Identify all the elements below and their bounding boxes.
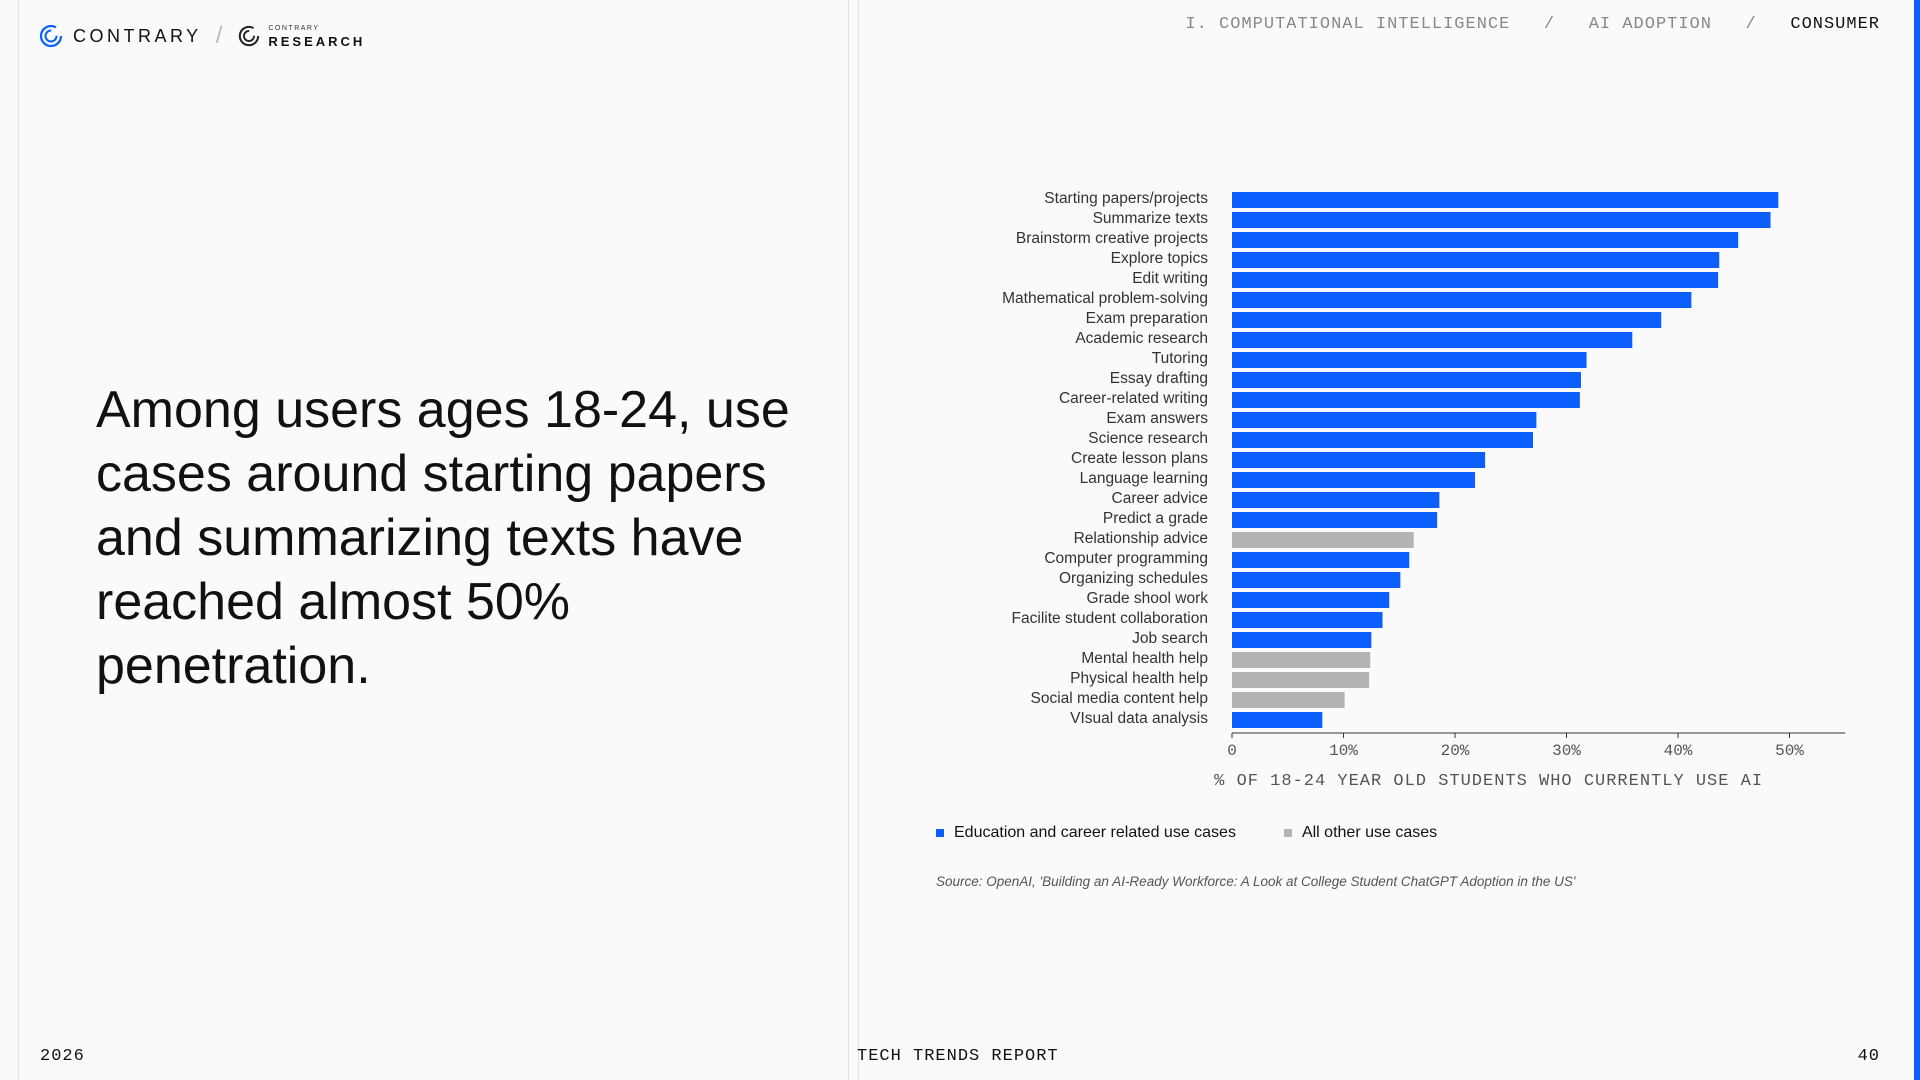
bar (1232, 512, 1438, 528)
category-label: Relationship advice (1074, 530, 1208, 547)
category-label: Job search (1132, 630, 1208, 647)
category-label: Physical health help (1070, 670, 1208, 687)
legend-label-education: Education and career related use cases (954, 824, 1236, 841)
bar (1232, 652, 1371, 668)
footer-report-title: TECH TRENDS REPORT (857, 1047, 1059, 1066)
bar (1232, 572, 1401, 588)
category-label: Computer programming (1044, 550, 1208, 567)
breadcrumb-separator: / (1711, 15, 1791, 34)
legend-item-education: Education and career related use cases (936, 824, 1236, 842)
research-wordmark: CONTRARY RESEARCH (268, 25, 365, 48)
footer-page-number: 40 (1857, 1047, 1880, 1066)
bar (1232, 492, 1440, 508)
legend-swatch-other (1283, 829, 1292, 837)
bar (1232, 352, 1587, 368)
bar (1232, 272, 1719, 288)
page-divider-left (848, 0, 849, 1080)
logo-wordmark: CONTRARY (73, 25, 202, 46)
page-divider-right (858, 0, 859, 1080)
category-label: Academic research (1075, 330, 1208, 347)
bar (1232, 532, 1414, 548)
bar (1232, 452, 1486, 468)
headline: Among users ages 18-24, use cases around… (96, 381, 790, 695)
legend-item-other: All other use cases (1283, 824, 1438, 842)
bar (1232, 692, 1345, 708)
category-label: Edit writing (1132, 270, 1208, 287)
left-edge-line (18, 0, 19, 1080)
category-label: Mathematical problem-solving (1002, 290, 1208, 307)
category-label: Exam preparation (1086, 310, 1208, 327)
category-label: Exam answers (1106, 410, 1208, 427)
legend-label-other: All other use cases (1301, 824, 1438, 841)
category-label: Starting papers/projects (1044, 190, 1208, 207)
category-label: VIsual data analysis (1070, 710, 1208, 727)
category-label: Career advice (1112, 490, 1209, 507)
bar (1232, 472, 1476, 488)
bar (1232, 672, 1370, 688)
research-wordmark-top: CONTRARY (268, 24, 320, 32)
x-tick-label: 10% (1329, 742, 1358, 760)
category-label: Summarize texts (1093, 210, 1209, 227)
bar (1232, 432, 1534, 448)
bar (1232, 332, 1633, 348)
breadcrumb-separator: / (1510, 15, 1589, 34)
category-label: Create lesson plans (1071, 450, 1208, 467)
bar (1232, 392, 1580, 408)
bar-chart: Starting papers/projects Summarize texts B… (1002, 190, 1846, 791)
x-tick-label: 0 (1227, 742, 1237, 760)
x-tick-label: 20% (1441, 742, 1470, 760)
breadcrumb-item-topic[interactable]: AI ADOPTION (1588, 15, 1712, 34)
category-label: Predict a grade (1103, 510, 1208, 527)
category-label: Career-related writing (1059, 390, 1208, 407)
accent-bar (1914, 0, 1920, 1080)
category-label: Explore topics (1111, 250, 1209, 267)
bar (1232, 232, 1739, 248)
x-tick-label: 40% (1664, 742, 1693, 760)
bar (1232, 292, 1692, 308)
bar (1232, 552, 1410, 568)
category-label: Facilite student collaboration (1012, 610, 1208, 627)
logo[interactable]: CONTRARY / CONTRARY RESEARCH (39, 22, 365, 50)
legend-swatch-education (936, 829, 944, 837)
bar (1232, 632, 1372, 648)
research-logo-icon (239, 25, 260, 47)
x-tick-label: 50% (1775, 742, 1804, 760)
breadcrumb-item-current[interactable]: CONSUMER (1790, 15, 1880, 34)
bar (1232, 312, 1662, 328)
footer-year: 2026 (40, 1047, 85, 1066)
category-label: Essay drafting (1110, 370, 1208, 387)
x-axis-title: % OF 18-24 YEAR OLD STUDENTS WHO CURRENT… (1214, 772, 1763, 791)
bar (1232, 592, 1390, 608)
breadcrumb: I. COMPUTATIONAL INTELLIGENCE / AI ADOPT… (1185, 15, 1880, 34)
contrary-logo-icon (39, 24, 63, 48)
chart-legend: Education and career related use cases A… (936, 824, 1485, 842)
category-label: Mental health help (1081, 650, 1208, 667)
category-label: Language learning (1080, 470, 1208, 487)
bar (1232, 712, 1323, 728)
logo-divider: / (215, 22, 223, 49)
category-label: Grade shool work (1087, 590, 1209, 607)
research-wordmark-main: RESEARCH (268, 33, 366, 49)
category-label: Brainstorm creative projects (1016, 230, 1208, 247)
category-label: Organizing schedules (1059, 570, 1208, 587)
source-note: Source: OpenAI, 'Building an AI-Ready Wo… (936, 874, 1576, 889)
bar (1232, 412, 1537, 428)
bar (1232, 212, 1771, 228)
bar (1232, 252, 1720, 268)
bar (1232, 372, 1581, 388)
category-label: Science research (1088, 430, 1208, 447)
category-label: Tutoring (1152, 350, 1208, 367)
bar (1232, 612, 1383, 628)
category-label: Social media content help (1030, 690, 1208, 707)
bar (1232, 192, 1779, 208)
breadcrumb-item-section[interactable]: I. COMPUTATIONAL INTELLIGENCE (1185, 15, 1511, 34)
x-tick-label: 30% (1552, 742, 1581, 760)
